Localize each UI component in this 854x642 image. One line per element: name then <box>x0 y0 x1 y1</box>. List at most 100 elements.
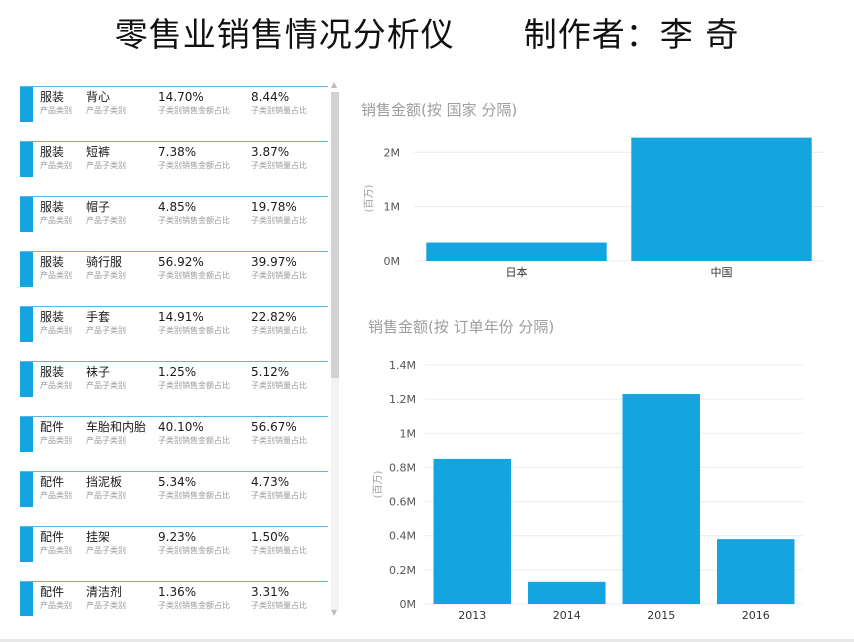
product-card[interactable]: 服装 产品类别 短裤 产品子类别 7.38% 子类别销售金额占比 3.87% 子类别销量占比 <box>20 141 328 181</box>
card-field-qty-share: 3.31% 子类别销量占比 <box>251 584 307 612</box>
x-tick-label: 2013 <box>458 609 486 622</box>
card-field-qty-share: 5.12% 子类别销量占比 <box>251 364 307 392</box>
bar-中国 <box>631 137 812 261</box>
product-card[interactable]: 配件 产品类别 挂架 产品子类别 9.23% 子类别销售金额占比 1.50% 子类别销量占比 <box>20 526 328 566</box>
page-title: 零售业销售情况分析仪 制作者：李 奇 <box>114 15 740 54</box>
card-field-subcategory: 车胎和内胎产品子类别 <box>86 419 146 447</box>
card-field-amount-share: 5.34% 子类别销售金额占比 <box>158 474 230 502</box>
product-card[interactable]: 服装 产品类别 背心 产品子类别 14.70% 子类别销售金额占比 8.44% 子类别销量占比 <box>20 86 328 126</box>
card-field-amount-share: 1.36% 子类别销售金额占比 <box>158 584 230 612</box>
card-field-subcategory: 手套 产品子类别 <box>86 309 126 337</box>
card-field-category: 服装 产品类别 <box>40 364 72 392</box>
card-label: 产品类别 <box>40 491 72 500</box>
card-value: 5.12% <box>251 365 290 379</box>
card-value: 56.67% <box>251 420 297 434</box>
card-field-amount-share: 1.25% 子类别销售金额占比 <box>158 364 230 392</box>
card-value: 挂架 <box>86 530 111 544</box>
card-label: 子类别销售金额占比 <box>158 601 230 610</box>
card-label: 子类别销量占比 <box>251 491 307 500</box>
card-value: 配件 <box>40 475 65 489</box>
bar-2013 <box>433 458 511 604</box>
card-value: 配件 <box>40 530 65 544</box>
card-field-category: 服装 产品类别 <box>40 144 72 172</box>
year-sales-chart: 销售金额(按 订单年份 分隔) (百万) 0M 0.2M 0.4M 0.6M 0.8M 1M 1… <box>368 318 803 622</box>
card-field-amount-share: 4.85% 子类别销售金额占比 <box>158 199 230 227</box>
product-card[interactable]: 服装 产品类别 手套 产品子类别 14.91% 子类别销售金额占比 22.82% 子类别销量占… <box>20 306 328 346</box>
y-tick-label: 2M <box>384 146 401 159</box>
card-field-category: 服装 产品类别 <box>40 254 72 282</box>
card-field-category: 服装 产品类别 <box>40 199 72 227</box>
card-value: 40.10% <box>158 420 204 434</box>
bar-日本 <box>426 242 607 261</box>
scroll-down-arrow-icon[interactable]: ▼ <box>331 608 338 617</box>
card-value: 服装 <box>40 255 65 269</box>
card-label: 子类别销售金额占比 <box>158 271 230 280</box>
chart-title: 销售金额(按 国家 分隔) <box>361 101 517 119</box>
y-tick-label: 0.2M <box>389 564 416 577</box>
card-field-category: 配件 产品类别 <box>40 419 72 447</box>
card-value: 8.44% <box>251 90 290 104</box>
y-tick-label: 1.2M <box>389 393 416 406</box>
product-card[interactable]: 服装 产品类别 袜子 产品子类别 1.25% 子类别销售金额占比 5.12% 子类别销量占比 <box>20 361 328 401</box>
card-field-subcategory: 挂架 产品子类别 <box>86 529 126 557</box>
card-value: 3.87% <box>251 145 290 159</box>
product-card[interactable]: 配件 产品类别 车胎和内胎 产品子类别 40.10% 子类别销售金额占比 56.67% 子类别… <box>20 416 328 456</box>
card-value: 服装 <box>40 310 65 324</box>
card-label: 产品子类别 <box>86 381 126 390</box>
y-tick-label: 0M <box>400 598 417 611</box>
card-label: 子类别销售金额占比 <box>158 106 230 115</box>
y-tick-label: 0.8M <box>389 461 416 474</box>
card-label: 子类别销量占比 <box>251 326 307 335</box>
card-label: 产品类别 <box>40 436 72 445</box>
scrollbar-thumb[interactable] <box>331 92 339 378</box>
country-sales-chart: 销售金额(按 国家 分隔) (百万) 0M 1M 2M 日本 中国 <box>361 101 824 279</box>
scroll-up-arrow-icon[interactable]: ▲ <box>331 80 338 89</box>
card-accent-bar <box>20 417 33 452</box>
bar-2014 <box>528 581 606 604</box>
card-field-qty-share: 22.82% 子类别销量占比 <box>251 309 307 337</box>
product-card[interactable]: 服装 产品类别 帽子 产品子类别 4.85% 子类别销售金额占比 19.78% 子类别销量占比 <box>20 196 328 236</box>
card-value: 4.73% <box>251 475 290 489</box>
card-label: 产品子类别 <box>86 271 126 280</box>
card-value: 服装 <box>40 365 65 379</box>
card-accent-bar <box>20 527 33 562</box>
card-value: 1.36% <box>158 585 197 599</box>
card-value: 19.78% <box>251 200 297 214</box>
card-value: 服装 <box>40 200 65 214</box>
card-value: 挡泥板 <box>86 475 123 489</box>
product-card[interactable]: 配件 产品类别 清洁剂 产品子类别 1.36% 子类别销售金额占比 3.31% 子类别销量占比 <box>20 581 328 616</box>
card-field-subcategory: 背心 产品子类别 <box>86 89 126 117</box>
card-value: 5.34% <box>158 475 197 489</box>
card-accent-bar <box>20 582 33 616</box>
card-list-scrollbar[interactable]: ▲ ▼ <box>331 80 339 617</box>
card-field-amount-share: 9.23% 子类别销售金额占比 <box>158 529 230 557</box>
card-field-qty-share: 56.67% 子类别销量占比 <box>251 419 307 447</box>
y-axis-label: (百万) <box>363 185 375 213</box>
card-accent-bar <box>20 307 33 342</box>
y-tick-label: 0.6M <box>389 496 416 509</box>
card-label: 子类别销量占比 <box>251 106 307 115</box>
card-label: 产品子类别 <box>86 436 126 445</box>
card-field-amount-share: 56.92% 子类别销售金额占比 <box>158 254 230 282</box>
card-list[interactable]: 服装 产品类别 背心 产品子类别 14.70% 子类别销售金额占比 8.44% 子类别销量占比… <box>20 86 332 616</box>
card-value: 4.85% <box>158 200 197 214</box>
card-accent-bar <box>20 87 33 122</box>
product-card[interactable]: 服装 产品类别 骑行服 产品子类别 56.92% 子类别销售金额占比 39.97% 子类别销量… <box>20 251 328 291</box>
card-label: 子类别销量占比 <box>251 271 307 280</box>
card-label: 子类别销售金额占比 <box>158 491 230 500</box>
card-value: 背心 <box>86 90 111 104</box>
product-card[interactable]: 配件 产品类别 挡泥板 产品子类别 5.34% 子类别销售金额占比 4.73% 子类别销量占比 <box>20 471 328 511</box>
card-label: 产品子类别 <box>86 491 126 500</box>
card-label: 产品类别 <box>40 271 72 280</box>
card-value: 车胎和内胎 <box>86 420 147 434</box>
card-field-category: 配件 产品类别 <box>40 474 72 502</box>
card-label: 产品子类别 <box>86 601 126 610</box>
card-value: 56.92% <box>158 255 204 269</box>
card-label: 子类别销售金额占比 <box>158 381 230 390</box>
card-label: 子类别销量占比 <box>251 161 307 170</box>
y-axis-label: (百万) <box>372 471 384 499</box>
y-tick-label: 1M <box>384 201 401 214</box>
y-tick-label: 0M <box>384 255 401 268</box>
card-label: 产品类别 <box>40 161 72 170</box>
card-field-subcategory: 清洁剂 产品子类别 <box>86 584 126 612</box>
